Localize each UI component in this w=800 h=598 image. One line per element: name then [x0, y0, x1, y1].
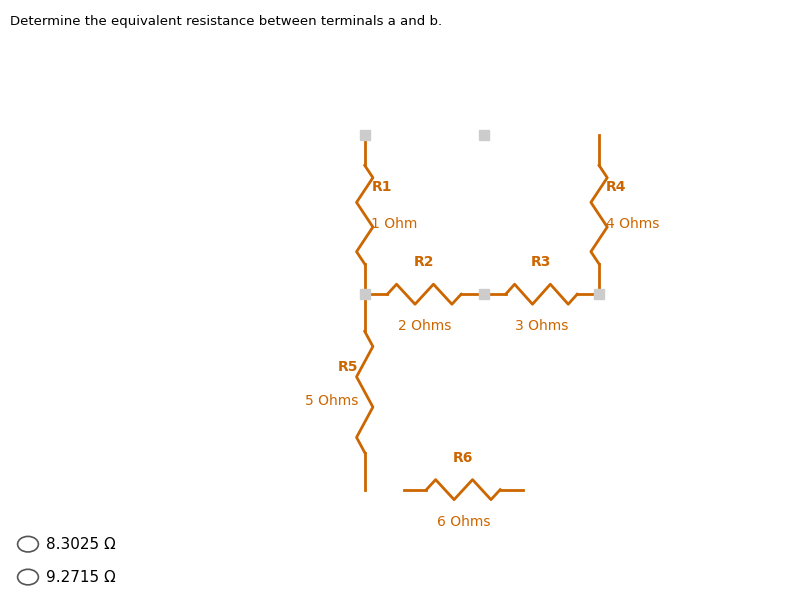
Text: 6 Ohms: 6 Ohms: [437, 515, 490, 529]
Text: R1: R1: [371, 181, 392, 194]
Text: 1 Ohm: 1 Ohm: [371, 216, 418, 231]
Text: b: b: [608, 482, 619, 497]
Text: a: a: [608, 286, 618, 302]
Text: 8.3025 Ω: 8.3025 Ω: [46, 536, 116, 552]
Text: R3: R3: [531, 255, 552, 269]
Text: 3 Ohms: 3 Ohms: [514, 319, 568, 333]
Text: Determine the equivalent resistance between terminals a and b.: Determine the equivalent resistance betw…: [10, 15, 442, 28]
Text: 2 Ohms: 2 Ohms: [398, 319, 451, 333]
Text: R2: R2: [414, 255, 434, 269]
Text: R5: R5: [338, 360, 358, 374]
Text: R4: R4: [606, 181, 626, 194]
Text: 4 Ohms: 4 Ohms: [606, 216, 659, 231]
Text: 9.2715 Ω: 9.2715 Ω: [46, 569, 116, 585]
Text: R6: R6: [453, 451, 474, 465]
Text: 5 Ohms: 5 Ohms: [305, 394, 358, 408]
